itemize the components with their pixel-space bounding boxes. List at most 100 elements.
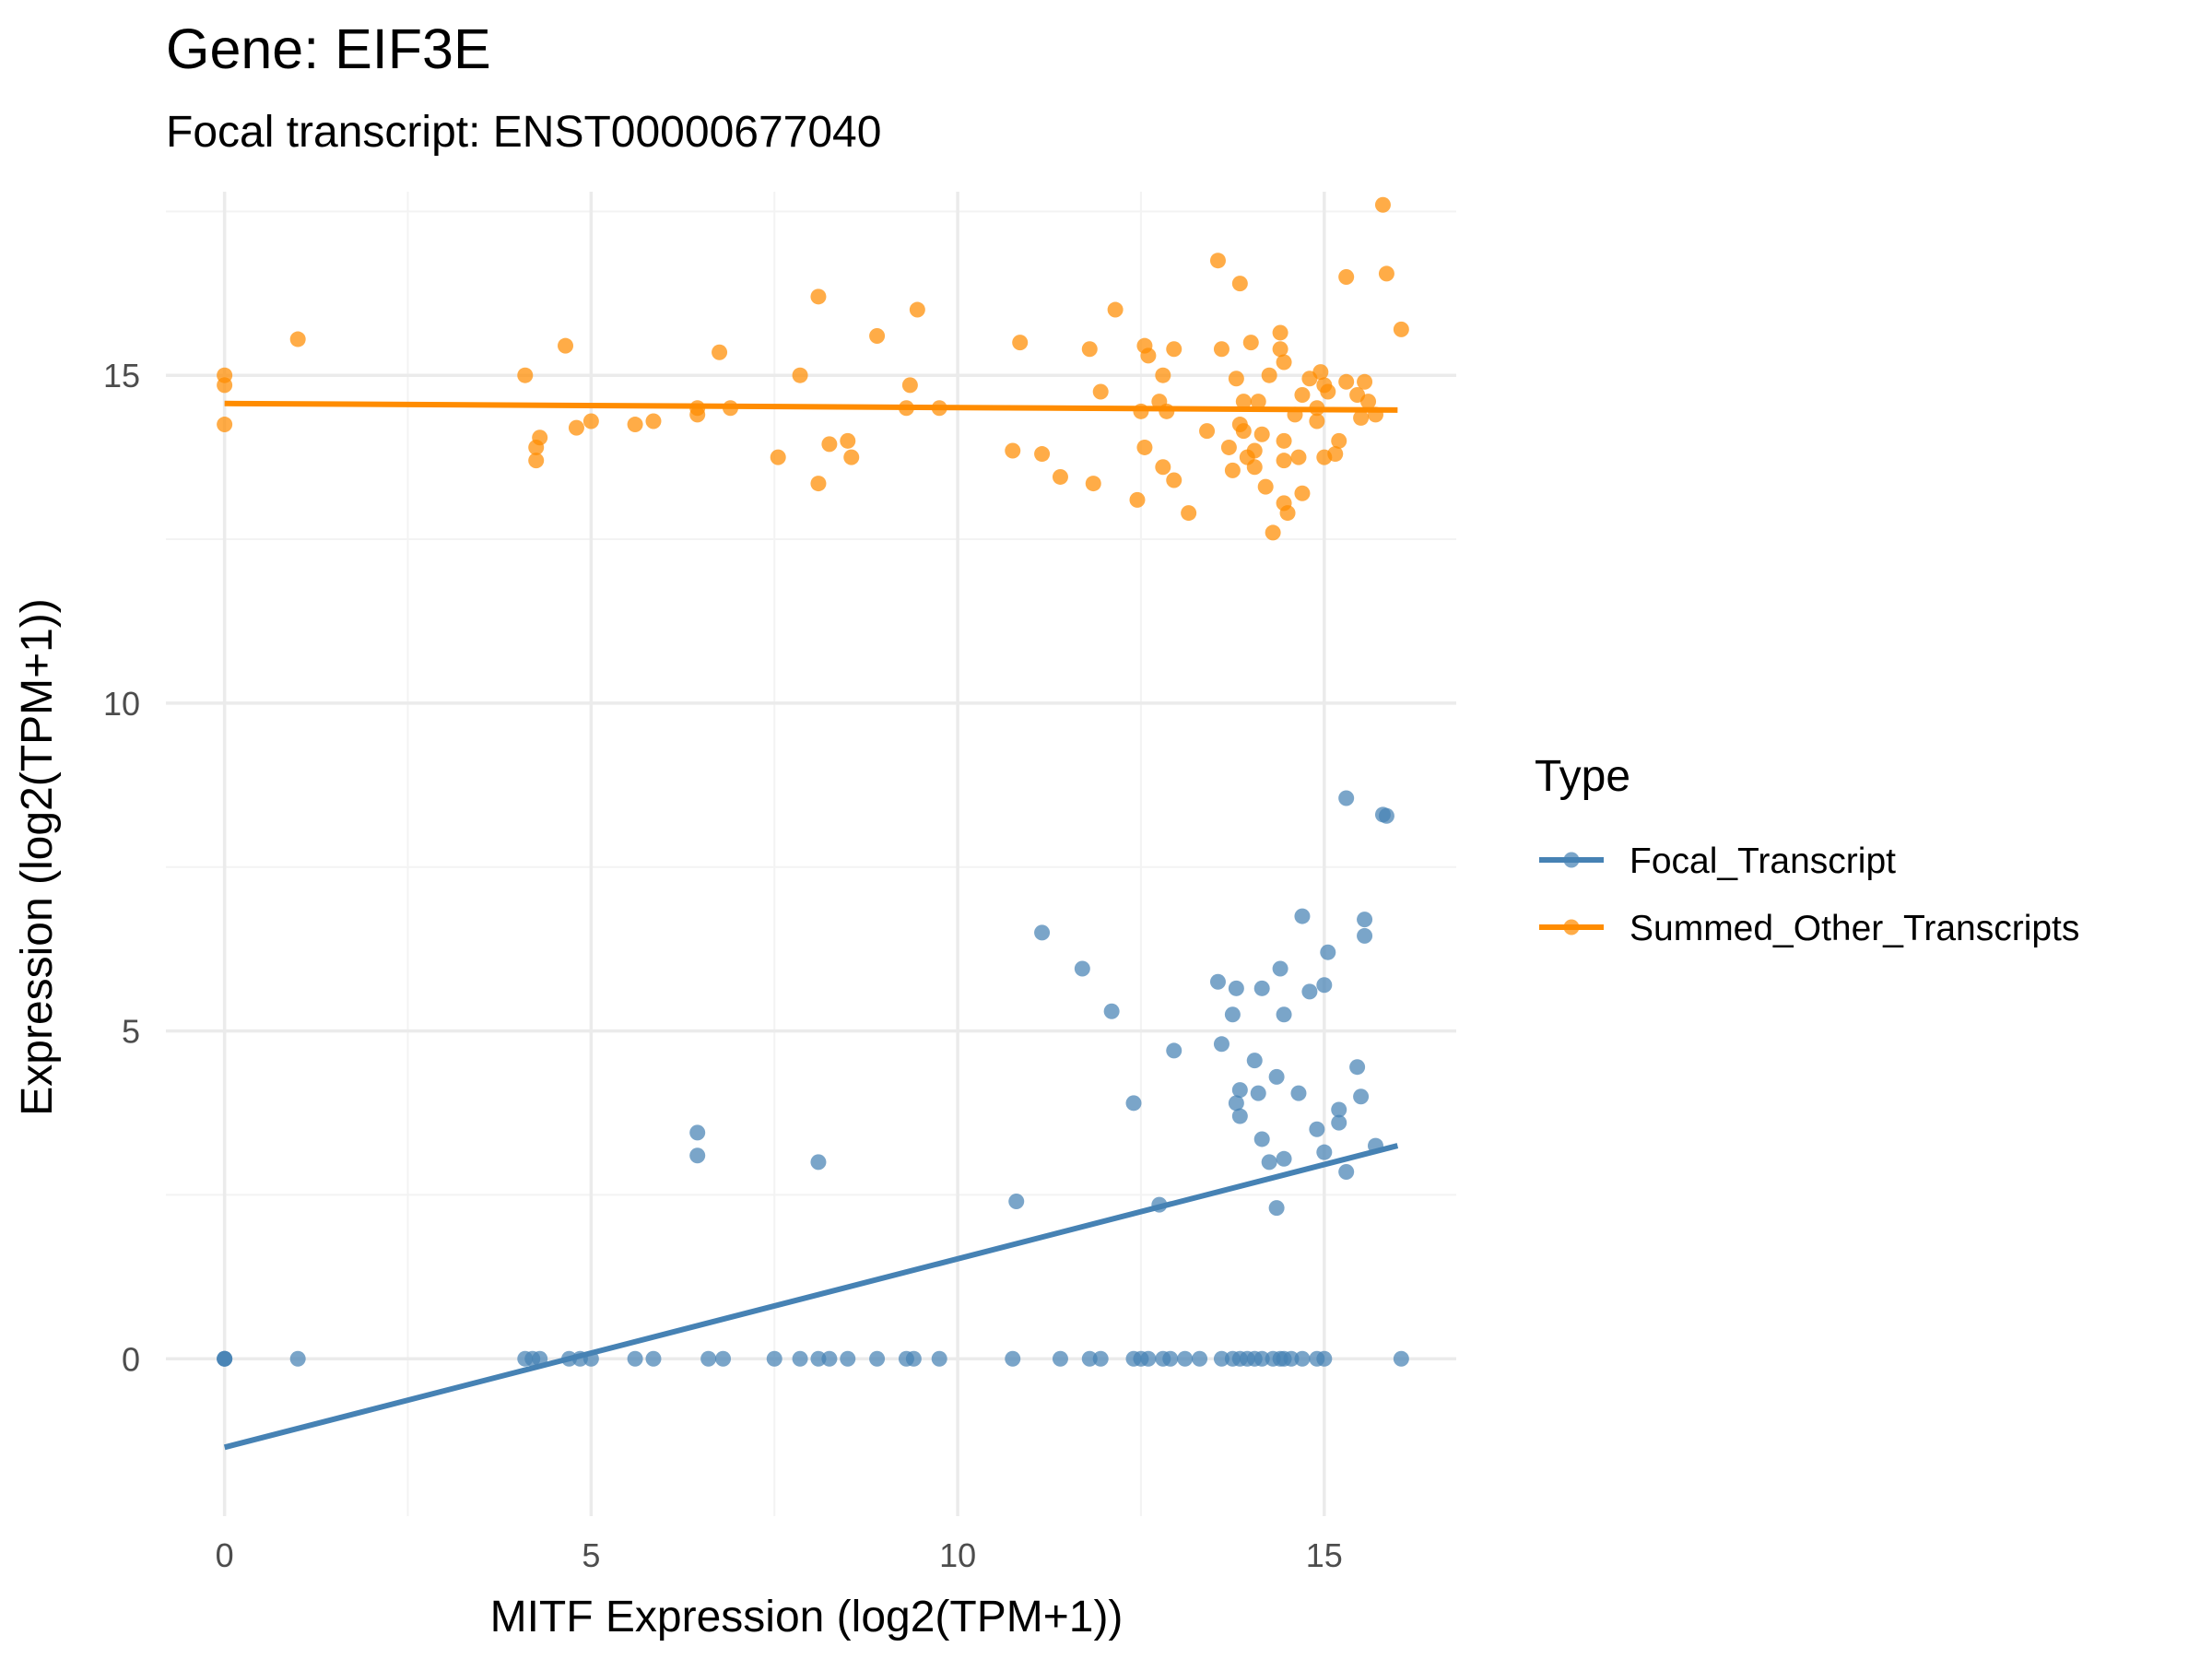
data-point — [1378, 265, 1394, 282]
data-point — [1209, 253, 1226, 269]
data-point — [1294, 387, 1311, 404]
data-point — [1092, 383, 1109, 400]
x-tick-label: 5 — [582, 1536, 600, 1574]
data-point — [1290, 1085, 1307, 1101]
y-axis-title: Expression (log2(TPM+1)) — [13, 598, 62, 1116]
data-point — [217, 1350, 233, 1367]
data-point — [1331, 432, 1347, 449]
data-point — [1294, 908, 1311, 924]
data-point — [627, 417, 643, 433]
data-point — [1166, 472, 1182, 488]
data-point — [1253, 1131, 1270, 1147]
data-point — [869, 1350, 886, 1367]
data-point — [1209, 973, 1226, 990]
data-point — [1250, 1085, 1266, 1101]
data-point — [1074, 960, 1090, 977]
data-point — [1140, 1350, 1157, 1367]
data-point — [1357, 927, 1373, 944]
data-point — [1294, 485, 1311, 501]
data-point — [792, 1350, 808, 1367]
data-point — [1228, 980, 1244, 996]
data-point — [1224, 1006, 1241, 1023]
data-point — [1081, 1350, 1098, 1367]
data-point — [1312, 364, 1329, 381]
y-tick-label: 10 — [103, 685, 140, 723]
data-point — [1246, 1053, 1263, 1069]
data-point — [1228, 371, 1244, 387]
data-point — [1268, 1068, 1285, 1085]
data-point — [1393, 1350, 1409, 1367]
data-point — [1316, 1350, 1333, 1367]
series-Focal_Transcript — [217, 790, 1409, 1367]
data-point — [905, 1350, 922, 1367]
data-point — [1272, 324, 1288, 341]
legend-items: Focal_Transcript Summed_Other_Transcripts — [1539, 841, 2079, 948]
data-point — [582, 413, 599, 429]
data-point — [840, 1350, 856, 1367]
data-point — [1235, 394, 1252, 410]
data-point — [1357, 912, 1373, 928]
data-point — [1166, 341, 1182, 358]
data-point — [1246, 442, 1263, 459]
legend-item: Summed_Other_Transcripts — [1539, 909, 2079, 948]
data-point — [1374, 196, 1391, 213]
data-point — [1242, 335, 1259, 351]
data-point — [843, 449, 860, 465]
data-point — [1327, 446, 1344, 463]
data-point — [1294, 1350, 1311, 1367]
data-point — [689, 1147, 706, 1164]
data-point — [712, 344, 728, 360]
data-point — [289, 331, 306, 347]
data-point — [1235, 423, 1252, 440]
x-tick-label: 10 — [939, 1536, 976, 1574]
legend-title: Type — [1535, 752, 1630, 801]
data-point — [821, 1350, 838, 1367]
data-point — [1008, 1194, 1025, 1210]
data-point — [1192, 1350, 1208, 1367]
data-point — [217, 417, 233, 433]
y-tick-label: 0 — [122, 1340, 140, 1378]
plot-series — [217, 196, 1409, 1451]
data-point — [1140, 347, 1157, 364]
data-point — [517, 367, 534, 383]
data-point — [909, 301, 925, 318]
data-point — [1331, 1101, 1347, 1118]
data-point — [1220, 439, 1237, 455]
data-point — [1338, 373, 1355, 390]
data-point — [1107, 301, 1124, 318]
legend-key-point — [1563, 919, 1580, 935]
data-point — [1331, 1114, 1347, 1131]
data-point — [528, 453, 545, 469]
data-point — [1246, 459, 1263, 476]
data-point — [1034, 446, 1051, 463]
data-point — [1320, 383, 1336, 400]
data-point — [645, 1350, 662, 1367]
data-point — [645, 413, 662, 429]
legend: Type Focal_Transcript Summed_Other_Transc… — [1535, 752, 2079, 948]
data-point — [1276, 354, 1292, 371]
data-point — [1290, 449, 1307, 465]
data-point — [1085, 476, 1101, 492]
data-point — [217, 377, 233, 394]
data-point — [1272, 960, 1288, 977]
data-point — [558, 337, 574, 354]
data-point — [1316, 977, 1333, 994]
data-point — [869, 328, 886, 345]
legend-key-point — [1563, 852, 1580, 868]
data-point — [289, 1350, 306, 1367]
data-point — [1231, 1082, 1248, 1099]
data-point — [1103, 1003, 1120, 1019]
y-tick-label: 15 — [103, 357, 140, 394]
data-point — [1231, 276, 1248, 292]
chart-subtitle: Focal transcript: ENST00000677040 — [166, 108, 882, 157]
data-point — [689, 406, 706, 423]
data-point — [766, 1350, 782, 1367]
data-point — [1213, 1036, 1230, 1053]
data-point — [1228, 1095, 1244, 1112]
data-point — [1301, 983, 1318, 1000]
x-tick-label: 0 — [216, 1536, 234, 1574]
x-tick-label: 15 — [1306, 1536, 1343, 1574]
x-axis-title: MITF Expression (log2(TPM+1)) — [490, 1593, 1124, 1641]
data-point — [689, 1124, 706, 1141]
data-point — [1378, 807, 1394, 824]
